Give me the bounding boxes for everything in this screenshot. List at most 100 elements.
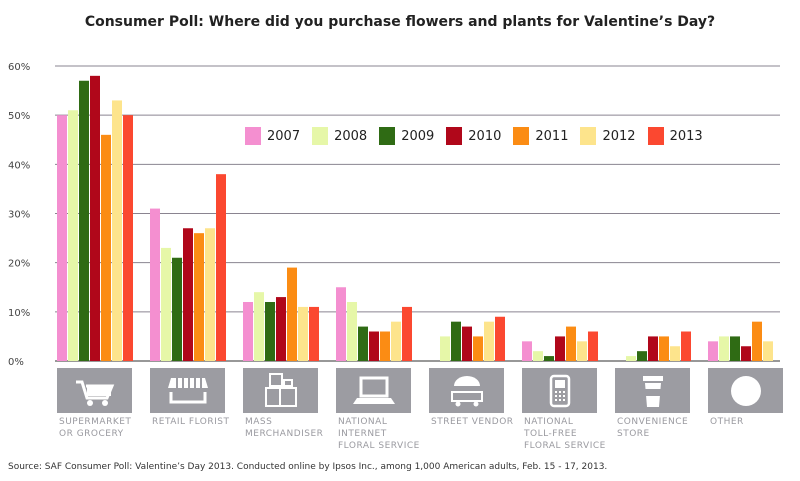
- legend-item-2009: 2009: [379, 127, 434, 145]
- legend-label: 2009: [401, 128, 435, 144]
- bar-2008: [68, 110, 78, 361]
- legend-item-2012: 2012: [580, 127, 636, 145]
- bar-2011: [473, 336, 483, 361]
- category-label: SUPERMARKET OR GROCERY: [59, 417, 132, 439]
- category-icon-box: [522, 368, 597, 413]
- legend-label: 2007: [267, 128, 301, 144]
- category-label: OTHER: [710, 417, 744, 427]
- laptop-icon: [352, 376, 395, 404]
- bar-2007: [57, 115, 67, 362]
- category-icon-box: [708, 368, 783, 413]
- bar-2012: [484, 321, 494, 361]
- bar-2012: [298, 306, 308, 361]
- legend-item-2007: 2007: [245, 127, 300, 145]
- storefront-icon: [167, 377, 208, 403]
- bar-2009: [79, 80, 89, 361]
- bar-2008: [719, 336, 729, 361]
- bar-2013: [681, 331, 691, 361]
- legend-swatch: [312, 127, 329, 145]
- category-icon-box: [150, 368, 225, 413]
- boxes-icon: [264, 372, 297, 407]
- bar-2012: [670, 346, 680, 361]
- bar-2008: [440, 336, 450, 361]
- y-tick-label: 60%: [8, 62, 30, 73]
- bar-2009: [451, 321, 461, 361]
- category-label: NATIONAL INTERNET FLORAL SERVICE: [338, 417, 420, 451]
- y-tick-label: 10%: [8, 308, 30, 319]
- bar-2009: [544, 356, 554, 361]
- category-label: CONVENIENCE STORE: [617, 417, 689, 439]
- bar-2007: [336, 287, 346, 361]
- y-tick-label: 40%: [8, 160, 30, 171]
- category-icon-box: [615, 368, 690, 413]
- legend-item-2008: 2008: [312, 127, 367, 145]
- bar-2011: [566, 326, 576, 361]
- legend-label: 2010: [468, 128, 502, 144]
- bar-2013: [123, 115, 133, 362]
- legend-item-2013: 2013: [647, 127, 703, 145]
- shopping-cart-icon: [75, 380, 114, 406]
- bar-2007: [243, 302, 253, 361]
- phone-icon: [549, 374, 570, 407]
- legend-label: 2012: [602, 128, 636, 144]
- category-icon-box: [429, 368, 504, 413]
- bar-2013: [309, 306, 319, 361]
- bar-2009: [358, 326, 368, 361]
- vendor-cart-icon: [450, 375, 483, 406]
- bar-2012: [763, 341, 773, 361]
- bar-2011: [101, 134, 111, 361]
- bar-2010: [90, 75, 100, 361]
- bar-2012: [577, 341, 587, 361]
- legend-swatch: [513, 127, 530, 145]
- bar-2008: [254, 292, 264, 361]
- bar-2009: [637, 351, 647, 361]
- bar-2013: [495, 316, 505, 361]
- bar-2007: [522, 341, 532, 361]
- legend-swatch: [580, 127, 597, 145]
- cup-icon: [642, 375, 663, 407]
- bar-2010: [183, 228, 193, 361]
- legend-label: 2011: [535, 128, 569, 144]
- category-label: MASS MERCHANDISER: [245, 417, 324, 439]
- bar-2008: [626, 356, 636, 361]
- bar-2010: [369, 331, 379, 361]
- bar-2008: [347, 302, 357, 361]
- bar-2013: [588, 331, 598, 361]
- bar-2012: [205, 228, 215, 361]
- bar-2011: [287, 267, 297, 361]
- source-note: Source: SAF Consumer Poll: Valentine’s D…: [8, 462, 608, 472]
- y-tick-label: 20%: [8, 259, 30, 270]
- bar-2008: [533, 351, 543, 361]
- bar-2009: [730, 336, 740, 361]
- legend-swatch: [379, 127, 396, 145]
- legend-label: 2013: [669, 128, 703, 144]
- y-tick-label: 30%: [8, 210, 30, 221]
- bar-2007: [150, 208, 160, 361]
- bar-2011: [752, 321, 762, 361]
- bar-2011: [194, 233, 204, 361]
- bar-2010: [555, 336, 565, 361]
- chart-title: Consumer Poll: Where did you purchase fl…: [84, 14, 716, 30]
- bar-2008: [161, 247, 171, 361]
- bar-2011: [380, 331, 390, 361]
- legend-item-2011: 2011: [513, 127, 568, 145]
- legend-label: 2008: [334, 128, 368, 144]
- category-icon-box: [57, 368, 132, 413]
- legend-swatch: [245, 127, 261, 145]
- bar-2013: [216, 174, 226, 361]
- bar-2012: [391, 321, 401, 361]
- legend-swatch: [446, 127, 463, 145]
- bar-2010: [648, 336, 658, 361]
- bar-2010: [462, 326, 472, 361]
- y-tick-label: 0%: [8, 357, 24, 368]
- bar-2009: [265, 302, 275, 361]
- legend: 2007 2008 2009 2010 2011 2012 2013: [245, 127, 703, 145]
- category-label: NATIONAL TOLL-FREE FLORAL SERVICE: [524, 417, 606, 451]
- bar-2011: [659, 336, 669, 361]
- legend-swatch: [647, 127, 664, 145]
- bar-2013: [402, 306, 412, 361]
- category-icon-box: [336, 368, 411, 413]
- legend-item-2010: 2010: [446, 127, 501, 145]
- category-icon-box: [243, 368, 318, 413]
- bar-2010: [276, 297, 286, 361]
